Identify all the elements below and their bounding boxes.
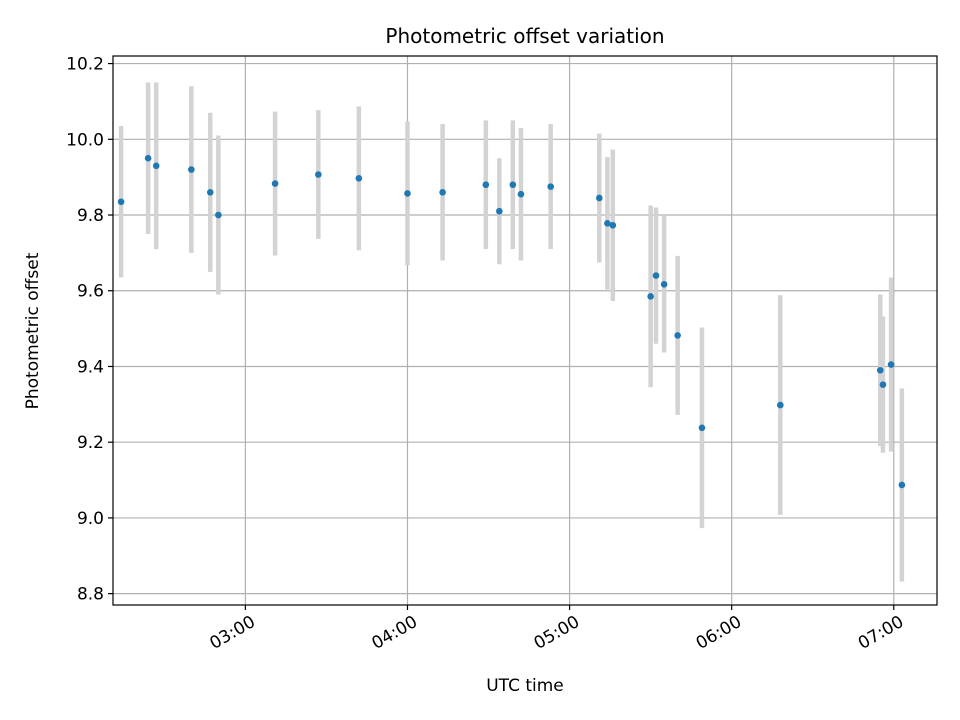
data-point <box>674 332 681 339</box>
y-tick-label: 8.8 <box>77 585 104 605</box>
data-point <box>777 401 784 409</box>
y-axis-title: Photometric offset <box>23 252 43 409</box>
data-point <box>595 194 603 202</box>
data-point <box>404 190 411 197</box>
data-point <box>887 361 895 368</box>
data-point <box>439 189 446 196</box>
data-point <box>647 293 654 300</box>
y-tick-label: 9.0 <box>77 509 104 529</box>
data-point <box>188 166 195 173</box>
data-point <box>117 198 125 206</box>
data-point <box>660 281 668 288</box>
x-axis-title: UTC time <box>486 676 564 696</box>
data-point <box>496 207 503 215</box>
data-point <box>271 180 279 187</box>
chart-title: Photometric offset variation <box>385 24 664 48</box>
data-point <box>215 211 222 219</box>
data-point <box>355 174 363 182</box>
data-point <box>609 221 617 229</box>
data-point <box>547 183 554 190</box>
y-tick-label: 9.6 <box>77 282 104 302</box>
y-tick-label: 9.8 <box>77 206 104 226</box>
point-layer <box>117 154 906 489</box>
data-point <box>206 189 214 196</box>
y-tick-label: 10.0 <box>66 130 104 150</box>
grid-layer <box>113 56 937 605</box>
data-point <box>152 162 160 170</box>
plot-frame <box>112 55 938 606</box>
data-point <box>144 154 152 162</box>
y-tick-label: 9.2 <box>77 433 104 453</box>
data-point <box>604 220 611 227</box>
data-point <box>509 181 517 189</box>
data-point <box>315 171 322 178</box>
data-point <box>517 190 525 198</box>
y-axis: 8.8 9.0 9.2 9.4 9.6 9.8 10.0 10.2 <box>66 55 113 605</box>
data-point <box>698 424 706 432</box>
data-point <box>898 481 906 489</box>
y-tick-label: 9.4 <box>77 357 104 377</box>
data-point <box>879 381 887 388</box>
data-point <box>876 366 884 374</box>
data-point <box>652 272 660 279</box>
data-point <box>482 181 490 189</box>
y-tick-label: 10.2 <box>66 55 104 75</box>
